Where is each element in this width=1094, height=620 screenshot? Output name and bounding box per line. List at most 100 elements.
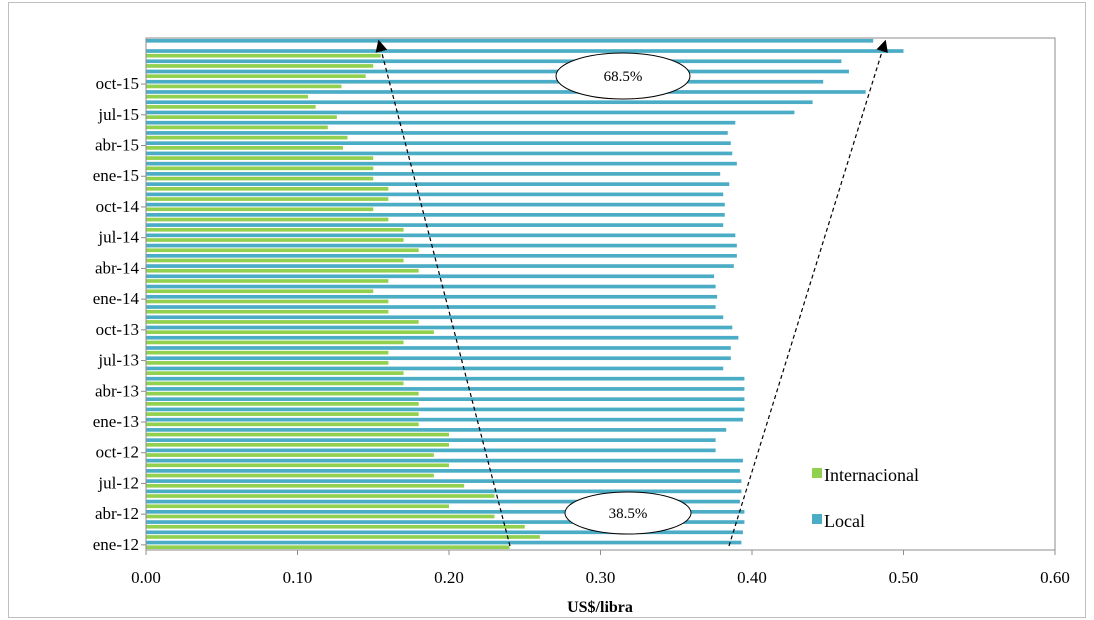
x-tick-label: 0.30: [586, 568, 616, 587]
bar-internacional-dic-12: [146, 432, 449, 437]
bar-local-feb-12: [146, 530, 743, 535]
bar-internacional-feb-15: [146, 166, 374, 171]
y-tick-label: oct-15: [96, 74, 139, 93]
x-tick-label: 0.00: [131, 568, 161, 587]
bar-internacional-jul-15: [146, 115, 337, 119]
x-tick-label: 0.50: [889, 568, 919, 587]
bar-local-sep-12: [146, 458, 743, 463]
bar-internacional-oct-12: [146, 453, 434, 457]
x-tick-label: 0.20: [434, 568, 464, 587]
bar-local-ene-15: [146, 172, 721, 176]
bar-local-mar-12: [146, 520, 745, 524]
legend-label-internacional: Internacional: [824, 465, 919, 485]
bar-internacional-ago-12: [146, 473, 434, 478]
bar-local-ene-14: [146, 294, 718, 299]
bar-local-may-14: [146, 253, 737, 258]
bar-internacional-ago-13: [146, 350, 389, 355]
x-axis-ticks: 0.00 0.10 0.20 0.30 0.40 0.50 0.60: [131, 550, 1070, 587]
legend-swatch-local: [812, 514, 822, 524]
bar-internacional-feb-13: [146, 412, 419, 416]
bar-internacional-sep-14: [146, 217, 389, 222]
bar-internacional-ene-13: [146, 422, 419, 427]
bar-internacional-abr-14: [146, 268, 419, 273]
bar-local-abr-14: [146, 264, 734, 268]
bar-local-oct-13: [146, 325, 733, 330]
bar-internacional-mar-12: [146, 524, 525, 529]
bar-local-may-12: [146, 499, 740, 504]
bar-internacional-oct-13: [146, 330, 434, 335]
x-tick-label: 0.10: [283, 568, 313, 587]
bar-internacional-sep-12: [146, 463, 449, 468]
bar-internacional-jun-15: [146, 125, 328, 130]
bar-local-ago-12: [146, 469, 740, 473]
bar-internacional-nov-13: [146, 320, 419, 324]
trend-arrow-internacional: [375, 39, 511, 547]
callout-ellipse-bottom: [564, 491, 692, 535]
y-tick-label: jul-15: [97, 105, 139, 124]
bar-local-jul-12: [146, 479, 742, 483]
bars-group: [146, 38, 904, 550]
bar-internacional-ene-15: [146, 176, 374, 181]
x-tick-label: 0.40: [737, 568, 767, 587]
x-axis-title: US$/libra: [567, 599, 633, 616]
bar-internacional-abr-12: [146, 514, 495, 519]
bar-internacional-sep-13: [146, 340, 404, 345]
bar-internacional-ago-14: [146, 227, 404, 232]
y-tick-label: jul-13: [97, 351, 139, 370]
bar-local-jun-13: [146, 366, 724, 371]
y-axis-ticks: ene-12 abr-12 jul-12 oct-12 ene-13 abr-13 jul-…: [93, 74, 146, 554]
bar-local-jul-15: [146, 110, 795, 115]
bar-internacional-nov-12: [146, 442, 449, 447]
bar-internacional-48: [146, 53, 381, 58]
y-tick-label: ene-12: [93, 535, 139, 554]
bar-internacional-dic-13: [146, 309, 389, 314]
bar-internacional-oct-15: [146, 84, 342, 89]
chart-frame: [8, 2, 1086, 618]
bar-local-jul-14: [146, 233, 736, 238]
bar-local-jun-12: [146, 489, 742, 494]
bar-local-dic-12: [146, 428, 727, 432]
bar-internacional-may-14: [146, 258, 404, 263]
bar-local-mar-14: [146, 274, 715, 279]
y-tick-label: oct-13: [96, 320, 139, 339]
bar-internacional-abr-15: [146, 146, 343, 150]
bar-local-dic-13: [146, 305, 716, 309]
bar-local-nov-12: [146, 438, 716, 442]
bar-local-nov-15: [146, 69, 849, 74]
bar-local-ago-14: [146, 223, 724, 227]
bar-local-abr-15: [146, 141, 731, 146]
bar-internacional-feb-14: [146, 289, 374, 294]
bar-internacional-ene-12: [146, 545, 510, 550]
y-tick-label: abr-13: [95, 381, 139, 400]
callout-text-bottom: 38.5%: [609, 506, 648, 522]
bar-internacional-mar-14: [146, 279, 389, 283]
bar-local-feb-15: [146, 161, 737, 166]
callout-text-top: 68.5%: [604, 69, 643, 85]
bar-local-nov-14: [146, 192, 724, 197]
bar-local-may-13: [146, 376, 745, 381]
legend-label-local: Local: [824, 511, 865, 531]
bar-local-oct-15: [146, 79, 824, 84]
bar-local-oct-14: [146, 202, 725, 207]
bar-internacional-mar-15: [146, 156, 374, 160]
bar-local-jun-14: [146, 243, 737, 248]
x-tick-label: 0.60: [1040, 568, 1070, 587]
bar-internacional-may-12: [146, 504, 449, 509]
y-tick-label: abr-14: [95, 258, 140, 277]
bar-internacional-jun-14: [146, 248, 419, 253]
y-tick-label: oct-14: [96, 197, 140, 216]
bar-local-ene-12: [146, 540, 742, 545]
bar-internacional-jun-12: [146, 494, 495, 498]
bar-internacional-jul-13: [146, 361, 389, 365]
bar-local-ene-13: [146, 417, 743, 422]
bar-internacional-oct-14: [146, 207, 374, 212]
bar-local-mar-13: [146, 397, 745, 402]
y-tick-label: ene-14: [93, 289, 140, 308]
y-tick-label: jul-14: [97, 228, 139, 247]
bar-local-feb-13: [146, 407, 745, 412]
y-tick-label: ene-15: [93, 166, 139, 185]
y-tick-label: oct-12: [96, 443, 139, 462]
bar-internacional-sep-15: [146, 94, 309, 99]
bar-internacional-may-13: [146, 381, 404, 386]
